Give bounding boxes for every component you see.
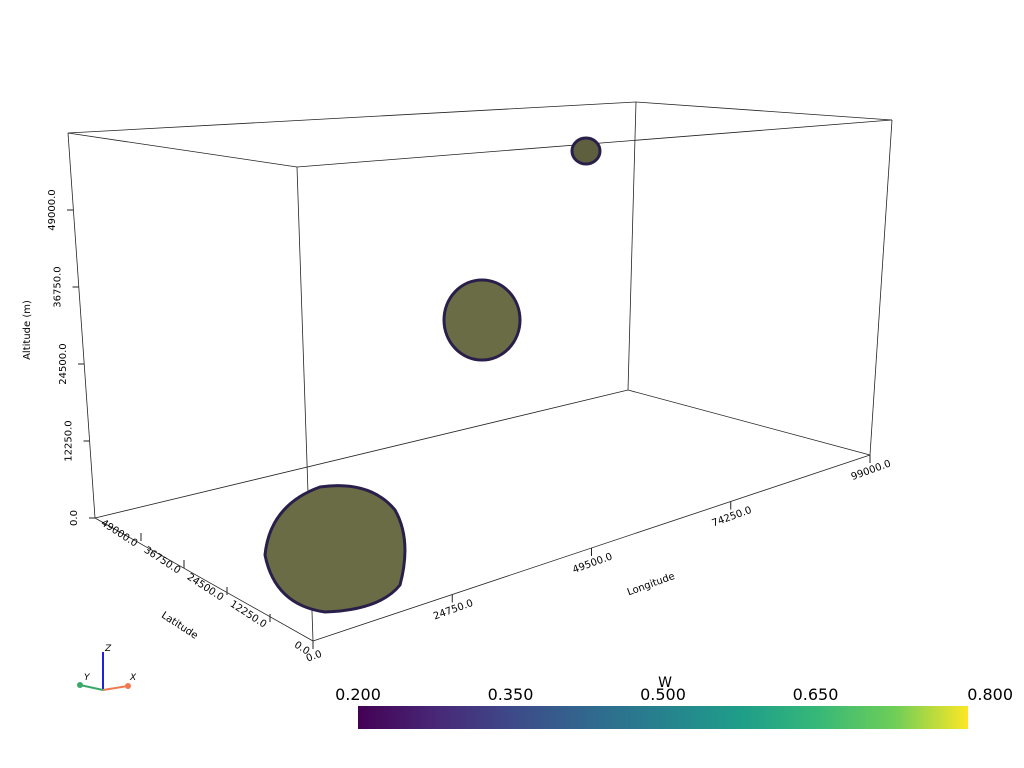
- colorbar-tick-label: 0.350: [488, 685, 534, 704]
- tick-label: 12250.0: [228, 599, 269, 631]
- tick-label: 24750.0: [432, 598, 475, 622]
- axis-letter: Y: [84, 673, 91, 683]
- bounding-box: [67, 101, 893, 642]
- axis-letter: X: [129, 673, 137, 683]
- tick-label: 99000.0: [850, 458, 893, 482]
- colorbar-tick-label: 0.800: [967, 685, 1013, 704]
- orientation-widget: Z Y X: [77, 644, 137, 691]
- tick-label: 12250.0: [64, 420, 75, 461]
- axis-letter: Z: [104, 644, 112, 654]
- tick-label: 0.0: [69, 510, 80, 526]
- tick-label: 36750.0: [53, 266, 64, 307]
- colorbar: [358, 706, 968, 729]
- tick-label: 24500.0: [58, 343, 69, 384]
- axis-title: Longitude: [626, 571, 677, 598]
- colorbar-tick-label: 0.650: [793, 685, 839, 704]
- tick-label: 49500.0: [571, 551, 614, 575]
- axis-title: Latitude: [159, 610, 200, 642]
- tick-label: 36750.0: [142, 545, 183, 577]
- tick-label: 74250.0: [711, 505, 754, 529]
- colorbar-tick-label: 0.500: [640, 685, 686, 704]
- tick-label: 24500.0: [185, 572, 226, 604]
- tick-label: 49000.0: [99, 518, 140, 550]
- isosurfaces: [263, 136, 602, 614]
- colorbar-title: W: [658, 675, 672, 691]
- tick-label: 0.0: [305, 649, 324, 665]
- colorbar-tick-label: 0.200: [335, 685, 381, 704]
- axis-title: Altitude (m): [22, 300, 33, 360]
- tick-label: 49000.0: [47, 189, 58, 230]
